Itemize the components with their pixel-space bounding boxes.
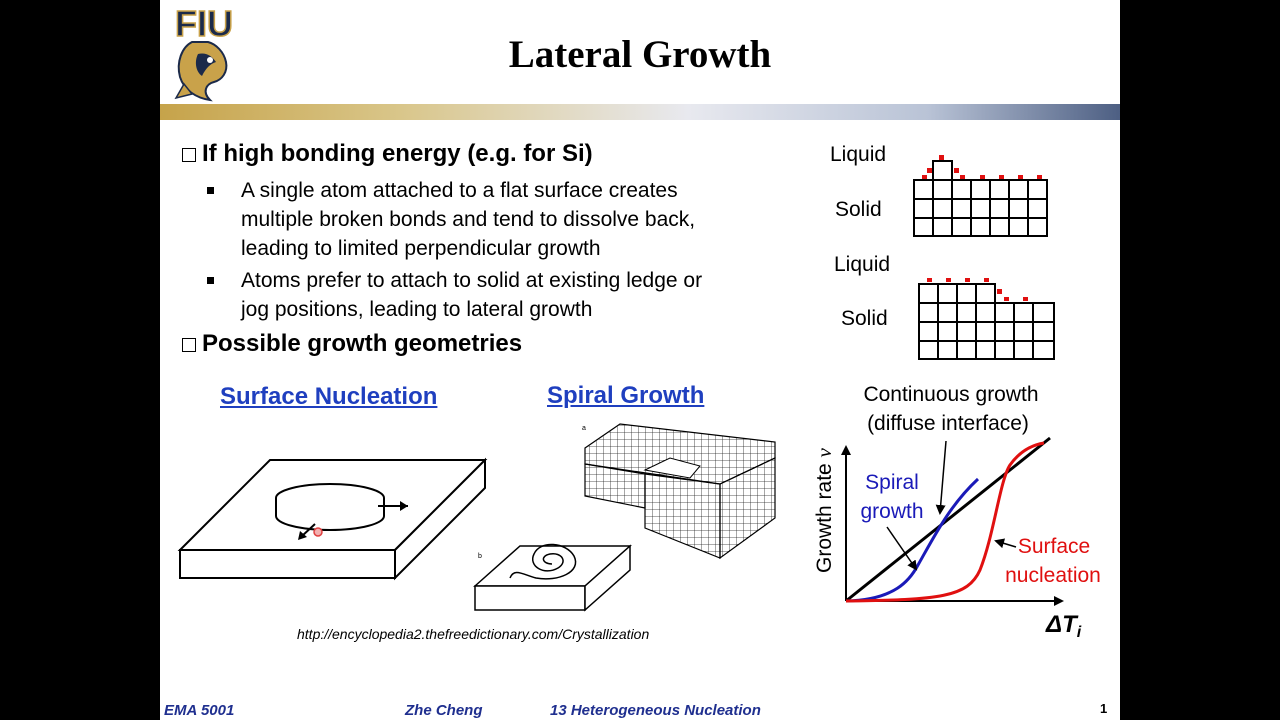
- square-bullet-icon: [207, 187, 214, 194]
- label-diffuse-interface: (diffuse interface): [867, 412, 1029, 435]
- spiral-growth-curve: [845, 477, 980, 603]
- bullet-single-atom: A single atom attached to a flat surface…: [207, 176, 801, 263]
- label-spiral: Spiral: [865, 471, 919, 494]
- bullet-ledge-jog: Atoms prefer to attach to solid at exist…: [207, 266, 801, 324]
- cursor-dot: [313, 527, 323, 537]
- svg-text:b: b: [478, 553, 482, 560]
- slide: FIU Lateral Growth If high bonding energ…: [160, 0, 1120, 720]
- x-axis-label: ΔTi: [1045, 611, 1082, 640]
- surface-nucleation-curve: [845, 441, 1045, 603]
- surface-nucleation-link[interactable]: Surface Nucleation: [220, 383, 438, 410]
- source-url[interactable]: http://encyclopedia2.thefreedictionary.c…: [297, 626, 650, 642]
- label-liquid-bottom: Liquid: [834, 253, 891, 276]
- label-nucleation: nucleation: [1005, 564, 1101, 587]
- logo-text: FIU: [175, 3, 233, 44]
- fiu-panther-logo: FIU: [174, 2, 234, 102]
- svg-text:Growth rate v: Growth rate v: [812, 447, 836, 573]
- label-continuous-growth: Continuous growth: [863, 383, 1038, 406]
- checkbox-bullet-icon: [182, 338, 196, 352]
- title-gradient-bar: [160, 104, 1120, 120]
- surface-nucleation-figure: [177, 457, 488, 581]
- label-solid-bottom: Solid: [841, 307, 888, 330]
- checkbox-bullet-icon: [182, 148, 196, 162]
- footer-course: EMA 5001: [164, 702, 235, 719]
- spiral-growth-figure: a b: [473, 423, 776, 612]
- section-heading-geometries: Possible growth geometries: [182, 330, 522, 358]
- lattice-ledge-diagram: [918, 278, 1055, 360]
- page-number: 1: [1100, 701, 1108, 716]
- growth-rate-graph: Continuous growth (diffuse interface) Sp…: [812, 383, 1101, 640]
- spiral-growth-link[interactable]: Spiral Growth: [547, 382, 705, 409]
- section-heading-bonding: If high bonding energy (e.g. for Si): [182, 140, 593, 168]
- slide-title: Lateral Growth: [508, 33, 772, 76]
- label-liquid-top: Liquid: [830, 143, 887, 166]
- footer-lecture: 13 Heterogeneous Nucleation: [550, 702, 761, 719]
- label-surface: Surface: [1018, 535, 1090, 558]
- square-bullet-icon: [207, 277, 214, 284]
- svg-text:a: a: [582, 425, 586, 432]
- label-solid-top: Solid: [835, 198, 882, 221]
- footer-author: Zhe Cheng: [405, 702, 483, 719]
- continuous-growth-line: [845, 436, 1051, 603]
- y-axis-label: Growth rate v: [812, 447, 836, 573]
- label-growth: growth: [860, 500, 923, 523]
- lattice-single-atom-diagram: [913, 155, 1048, 237]
